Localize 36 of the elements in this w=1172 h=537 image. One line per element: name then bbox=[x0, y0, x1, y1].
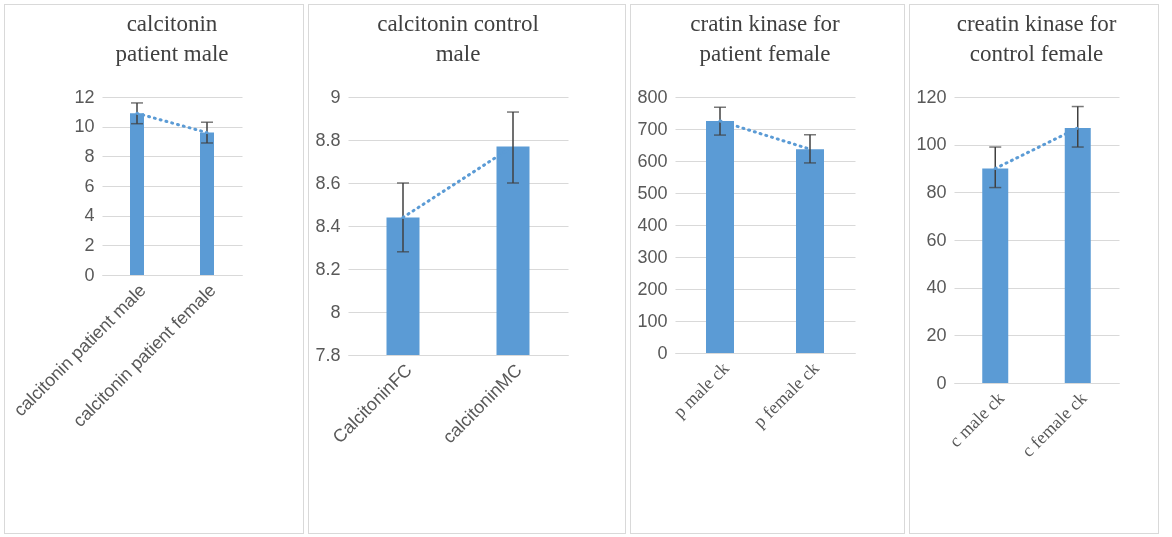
y-tick-label: 800 bbox=[637, 86, 668, 107]
y-tick-label: 0 bbox=[657, 342, 668, 363]
y-tick-label: 8.4 bbox=[315, 215, 341, 236]
x-tick-label: c male ck bbox=[945, 388, 1008, 451]
y-tick-label: 0 bbox=[84, 264, 95, 285]
x-tick-label: p male ck bbox=[669, 358, 733, 422]
y-tick-label: 20 bbox=[926, 324, 947, 345]
y-tick-label: 8 bbox=[330, 301, 341, 322]
y-tick-label: 400 bbox=[637, 214, 668, 235]
chart-title: creatin kinase for control female bbox=[956, 11, 1117, 66]
y-tick-label: 0 bbox=[936, 372, 947, 393]
y-tick-label: 7.8 bbox=[315, 344, 341, 365]
y-tick-label: 10 bbox=[74, 116, 95, 137]
y-tick-label: 12 bbox=[74, 86, 95, 107]
y-tick-label: 200 bbox=[637, 278, 668, 299]
y-tick-label: 2 bbox=[84, 234, 95, 255]
y-tick-label: 8 bbox=[84, 145, 95, 166]
y-tick-label: 6 bbox=[84, 175, 95, 196]
y-tick-label: 100 bbox=[916, 134, 947, 155]
chart-title: calcitonin control male bbox=[377, 11, 539, 66]
y-tick-label: 500 bbox=[637, 182, 668, 203]
chart-title: cratin kinase for patient female bbox=[690, 11, 841, 66]
y-tick-label: 600 bbox=[637, 150, 668, 171]
y-tick-label: 60 bbox=[926, 229, 947, 250]
y-tick-label: 80 bbox=[926, 181, 947, 202]
y-tick-label: 8.2 bbox=[315, 258, 341, 279]
y-tick-label: 9 bbox=[330, 86, 341, 107]
chart-title: calcitonin patient male bbox=[115, 11, 229, 66]
y-tick-label: 8.6 bbox=[315, 172, 341, 193]
y-tick-label: 100 bbox=[637, 310, 668, 331]
y-tick-label: 40 bbox=[926, 277, 947, 298]
y-tick-label: 8.8 bbox=[315, 129, 341, 150]
y-tick-label: 120 bbox=[916, 86, 947, 107]
y-tick-label: 4 bbox=[84, 205, 95, 226]
y-tick-label: 300 bbox=[637, 246, 668, 267]
y-tick-label: 700 bbox=[637, 118, 668, 139]
